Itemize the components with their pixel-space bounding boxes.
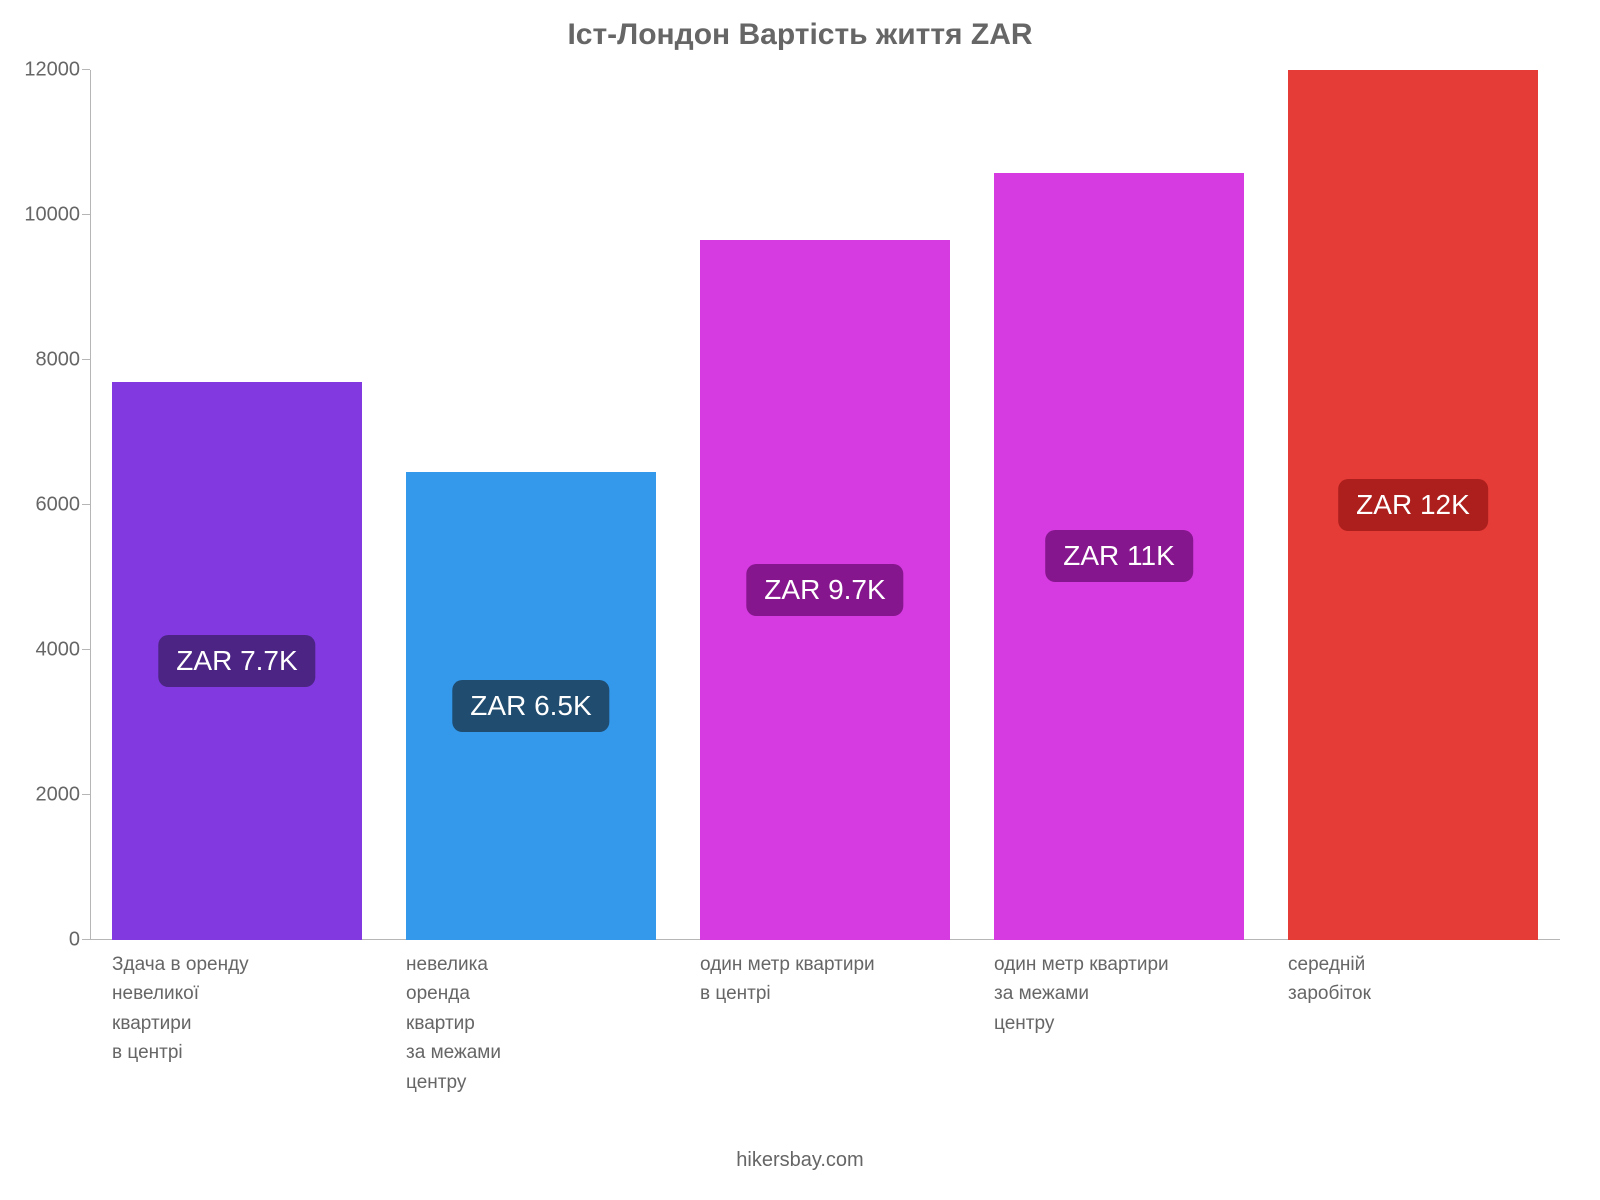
y-tick-mark: [82, 359, 90, 360]
category-label: один метр квартири в центрі: [700, 950, 950, 1009]
chart-title: Іст-Лондон Вартість життя ZAR: [0, 18, 1600, 52]
value-badge: ZAR 6.5K: [452, 680, 609, 732]
value-badge: ZAR 12K: [1338, 479, 1488, 531]
y-tick-label: 8000: [36, 349, 91, 372]
category-label: невелика оренда квартир за межами центру: [406, 950, 656, 1097]
category-label: один метр квартири за межами центру: [994, 950, 1244, 1038]
y-tick-label: 12000: [24, 59, 90, 82]
chart-footer: hikersbay.com: [0, 1149, 1600, 1172]
y-tick-label: 0: [69, 929, 90, 952]
category-label: Здача в оренду невеликої квартири в цент…: [112, 950, 362, 1068]
y-tick-label: 4000: [36, 639, 91, 662]
bars-container: ZAR 7.7K ZAR 6.5K ZAR 9.7K ZAR 11K ZAR 12K: [90, 70, 1560, 940]
y-tick-label: 10000: [24, 204, 90, 227]
y-tick-mark: [82, 939, 90, 940]
y-tick-label: 6000: [36, 494, 91, 517]
value-badge: ZAR 9.7K: [746, 564, 903, 616]
value-badge: ZAR 7.7K: [158, 635, 315, 687]
cost-of-living-chart: Іст-Лондон Вартість життя ZAR ZAR 7.7KZA…: [0, 0, 1600, 1200]
plot-area: ZAR 7.7KZAR 6.5KZAR 9.7KZAR 11KZAR 12K 0…: [90, 70, 1560, 940]
bar: ZAR 12K: [1288, 70, 1538, 940]
category-label: середній заробіток: [1288, 950, 1538, 1009]
y-tick-mark: [82, 69, 90, 70]
bar: ZAR 7.7K: [112, 382, 362, 940]
y-tick-mark: [82, 649, 90, 650]
y-tick-mark: [82, 504, 90, 505]
bar: ZAR 11K: [994, 173, 1244, 940]
y-tick-label: 2000: [36, 784, 91, 807]
y-tick-mark: [82, 794, 90, 795]
y-tick-mark: [82, 214, 90, 215]
value-badge: ZAR 11K: [1045, 530, 1193, 582]
bar: ZAR 6.5K: [406, 472, 656, 940]
bar: ZAR 9.7K: [700, 240, 950, 940]
